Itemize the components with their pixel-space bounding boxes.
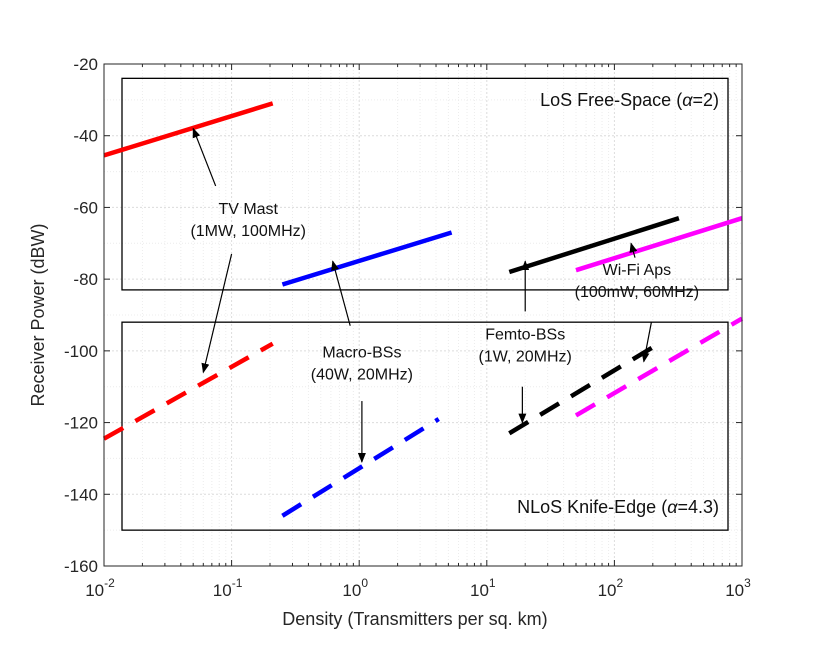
series-line-femto-bss-los [508, 216, 680, 275]
plot-frame [103, 63, 743, 567]
x-tick-label: 103 [725, 576, 751, 600]
femto-bss-label-line-0: Femto-BSs [485, 327, 565, 344]
region-label-suffix: =4.3) [677, 497, 719, 517]
series-line-wi-fi-aps-los [575, 216, 743, 273]
tv-mast-arrow-0 [192, 127, 217, 187]
wi-fi-aps-label-line-0: Wi-Fi Aps [603, 262, 671, 279]
x-tick-exponent: -1 [232, 576, 243, 590]
series-line-macro-bss-los [281, 230, 453, 287]
region-label-text: LoS Free-Space ( [540, 90, 682, 110]
y-tick-label: -160 [64, 557, 98, 576]
y-tick-label: -80 [73, 270, 98, 289]
tv-mast-label-line-1: (1MW, 100MHz) [190, 223, 306, 240]
regions: LoS Free-Space (α=2)NLoS Knife-Edge (α=4… [121, 77, 729, 531]
annotations: TV Mast (1MW, 100MHz) Macro-BSs (40W, 20MHz… [190, 127, 699, 464]
x-tick-label: 10-1 [213, 576, 243, 600]
macro-bss-label-line-1: (40W, 20MHz) [311, 367, 413, 384]
region-label-alpha: α [667, 497, 678, 517]
x-axis-label: Density (Transmitters per sq. km) [282, 609, 547, 629]
femto-bss-label-line-1: (1W, 20MHz) [479, 349, 572, 366]
x-tick-label: 102 [598, 576, 624, 600]
x-tick-base: 10 [725, 581, 744, 600]
y-tick-label: -140 [64, 485, 98, 504]
series-line-tv-mast-nlos [102, 341, 274, 441]
region-label-suffix: =2) [692, 90, 719, 110]
x-tick-label: 101 [470, 576, 496, 600]
tv-mast-label-line-0: TV Mast [218, 201, 278, 218]
series [102, 101, 744, 518]
macro-bss-label-line-0: Macro-BSs [322, 345, 401, 362]
wi-fi-aps-arrow-0 [629, 242, 638, 258]
region-label-1: NLoS Knife-Edge (α=4.3) [517, 497, 719, 517]
series-line-femto-bss-nlos [508, 345, 654, 436]
x-tick-exponent: 2 [617, 576, 624, 590]
wi-fi-aps-arrow-1 [641, 322, 652, 363]
x-tick-base: 10 [342, 581, 361, 600]
series-line-wi-fi-aps-nlos [574, 316, 744, 418]
x-tick-label: 100 [342, 576, 368, 600]
x-tick-exponent: 3 [744, 576, 751, 590]
region-label-text: NLoS Knife-Edge ( [517, 497, 667, 517]
region-label-alpha: α [682, 90, 693, 110]
wi-fi-aps-label-line-1: (100mW, 60MHz) [575, 284, 699, 301]
x-tick-base: 10 [85, 581, 104, 600]
y-tick-label: -120 [64, 414, 98, 433]
x-tick-exponent: 1 [489, 576, 496, 590]
y-tick-label: -20 [73, 55, 98, 74]
x-tick-base: 10 [470, 581, 489, 600]
region-label-0: LoS Free-Space (α=2) [540, 90, 719, 110]
y-tick-label: -100 [64, 342, 98, 361]
y-tick-label: -60 [73, 198, 98, 217]
y-tick-label: -40 [73, 127, 98, 146]
x-tick-label: 10-2 [85, 576, 115, 600]
tv-mast-arrow-1 [201, 253, 233, 374]
x-tick-base: 10 [598, 581, 617, 600]
region-box-0 [121, 77, 729, 291]
x-tick-base: 10 [213, 581, 232, 600]
axes: 10-2 10-1 100 101 102 103-20-40-60-80-100-120… [64, 55, 751, 600]
x-tick-exponent: 0 [361, 576, 368, 590]
y-axis-label: Receiver Power (dBW) [28, 223, 48, 406]
macro-bss-arrow-0 [331, 260, 351, 326]
series-line-macro-bss-nlos [281, 417, 440, 518]
series-line-tv-mast-los [103, 101, 274, 158]
x-tick-exponent: -2 [104, 576, 115, 590]
